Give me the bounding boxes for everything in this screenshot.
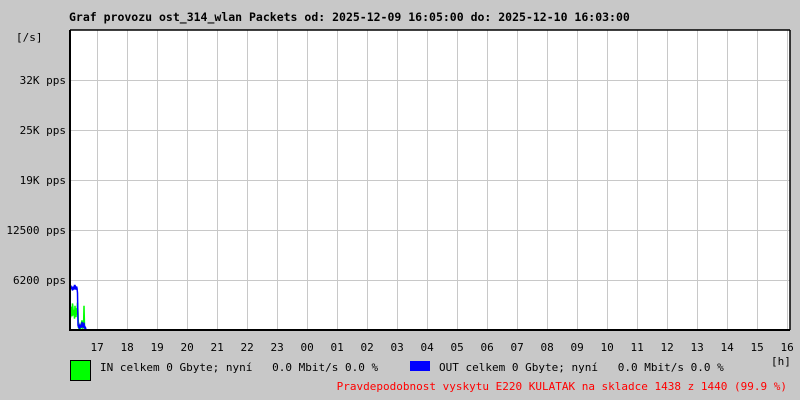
x-tick-label: 03	[390, 341, 404, 354]
legend-in-label: IN celkem 0 Gbyte; nyní 0.0 Mbit/s 0.0 %	[100, 361, 379, 374]
x-tick-label: 07	[510, 341, 524, 354]
x-tick-label: 18	[120, 341, 134, 354]
y-tick-label: 19K pps	[19, 173, 66, 187]
x-tick-label: 11	[630, 341, 644, 354]
x-tick-label: 23	[270, 341, 284, 354]
x-tick-label: 00	[300, 341, 314, 354]
y-tick-label: 32K pps	[19, 73, 66, 87]
legend-in-swatch	[70, 360, 91, 381]
x-tick-label: 15	[750, 341, 764, 354]
x-tick-label: 12	[660, 341, 674, 354]
x-tick-label: 01	[330, 341, 344, 354]
legend-out-label: OUT celkem 0 Gbyte; nyní 0.0 Mbit/s 0.0 …	[439, 361, 724, 374]
x-tick-label: 09	[570, 341, 584, 354]
y-tick-label: 6200 pps	[13, 273, 66, 287]
x-tick-label: 17	[90, 341, 104, 354]
x-tick-label: 21	[210, 341, 224, 354]
x-tick-label: 06	[480, 341, 494, 354]
x-tick-label: 05	[450, 341, 464, 354]
x-tick-label: 20	[180, 341, 194, 354]
x-tick-label: 02	[360, 341, 374, 354]
x-tick-label: 13	[690, 341, 704, 354]
y-tick-label: 25K pps	[19, 123, 66, 137]
footer-note: Pravdepodobnost vyskytu E220 KULATAK na …	[336, 380, 787, 393]
series-out-line	[69, 284, 87, 331]
x-tick-label: 14	[720, 341, 734, 354]
y-axis-unit: [/s]	[16, 31, 43, 44]
y-tick-label: 12500 pps	[6, 223, 66, 237]
legend-out-swatch	[410, 361, 430, 371]
x-tick-label: 16	[780, 341, 794, 354]
x-tick-label: 04	[420, 341, 434, 354]
chart-title: Graf provozu ost_314_wlan Packets od: 20…	[69, 10, 630, 24]
x-axis-unit: [h]	[771, 355, 791, 368]
x-tick-label: 22	[240, 341, 254, 354]
x-tick-label: 08	[540, 341, 554, 354]
x-tick-label: 10	[600, 341, 614, 354]
x-tick-label: 19	[150, 341, 164, 354]
